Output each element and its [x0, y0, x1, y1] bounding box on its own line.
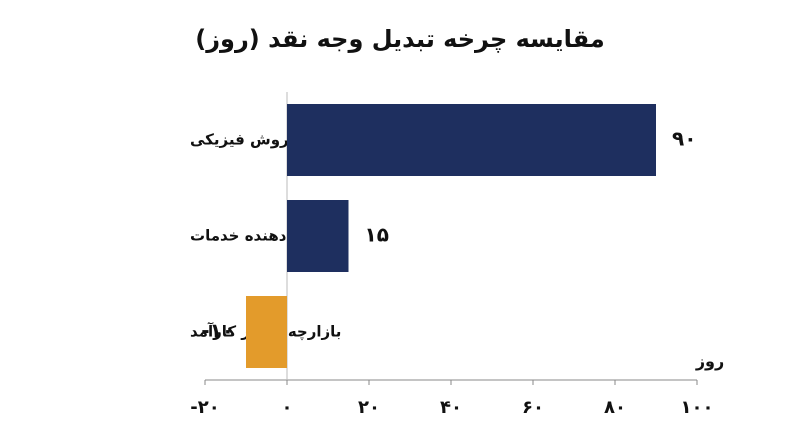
x-tick-label: ۲۰: [358, 397, 380, 418]
data-label: ۱۵: [365, 223, 389, 247]
data-label: -۱۰: [201, 319, 234, 343]
bar: [246, 296, 287, 368]
x-axis-label: روز: [695, 352, 724, 371]
x-tick-label: ۱۰۰: [681, 397, 714, 418]
x-tick-label: ۴۰: [440, 397, 462, 418]
x-tick-label: ۸۰: [604, 397, 626, 418]
x-tick-label: ۶۰: [522, 397, 544, 418]
bar: [287, 200, 349, 272]
x-tick-label: ۰: [282, 397, 293, 418]
chart-title: مقایسه چرخه تبدیل وجه نقد (روز): [195, 25, 605, 53]
x-tick-label: -۲۰: [190, 397, 219, 418]
data-label: ۹۰: [672, 127, 696, 151]
bar: [287, 104, 656, 176]
